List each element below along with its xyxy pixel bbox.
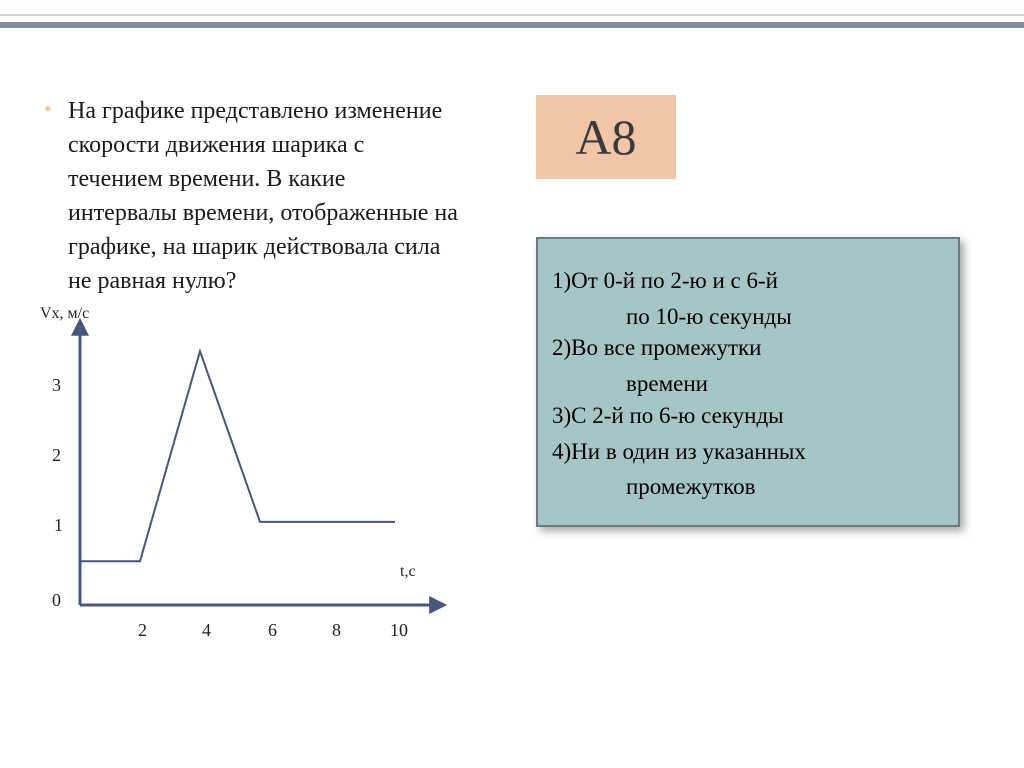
answer-option-3: 3)С 2-й по 6-ю секунды xyxy=(552,400,944,432)
answer-option-1a: 1)От 0-й по 2-ю и с 6-й xyxy=(552,265,944,297)
y-tick-0: 0 xyxy=(52,590,61,611)
accent-bar xyxy=(0,22,1024,28)
answer-option-2b: времени xyxy=(552,368,944,400)
answer-option-1b: по 10-ю секунды xyxy=(552,301,944,333)
x-tick-8: 8 xyxy=(332,620,341,641)
y-tick-3: 3 xyxy=(52,375,61,396)
bullet-icon: • xyxy=(44,98,52,120)
badge-label: А8 xyxy=(575,108,636,166)
answer-option-4a: 4)Ни в один из указанных xyxy=(552,436,944,468)
y-tick-1: 1 xyxy=(54,515,63,536)
answer-option-4b: промежутков xyxy=(552,471,944,503)
question-text: На графике представлено изменение скорос… xyxy=(68,94,458,298)
velocity-chart: Vx, м/с t,с 0 1 2 3 2 4 6 8 10 xyxy=(40,305,460,675)
y-tick-2: 2 xyxy=(52,445,61,466)
question-badge: А8 xyxy=(536,95,676,179)
y-axis-label: Vx, м/с xyxy=(40,305,89,323)
x-tick-6: 6 xyxy=(268,620,277,641)
x-tick-2: 2 xyxy=(138,620,147,641)
x-tick-4: 4 xyxy=(202,620,211,641)
top-divider xyxy=(0,0,1024,16)
answer-option-2a: 2)Во все промежутки xyxy=(552,332,944,364)
answers-box: 1)От 0-й по 2-ю и с 6-й по 10-ю секунды … xyxy=(536,237,960,527)
x-axis-label: t,с xyxy=(400,563,416,581)
x-tick-10: 10 xyxy=(390,620,408,641)
